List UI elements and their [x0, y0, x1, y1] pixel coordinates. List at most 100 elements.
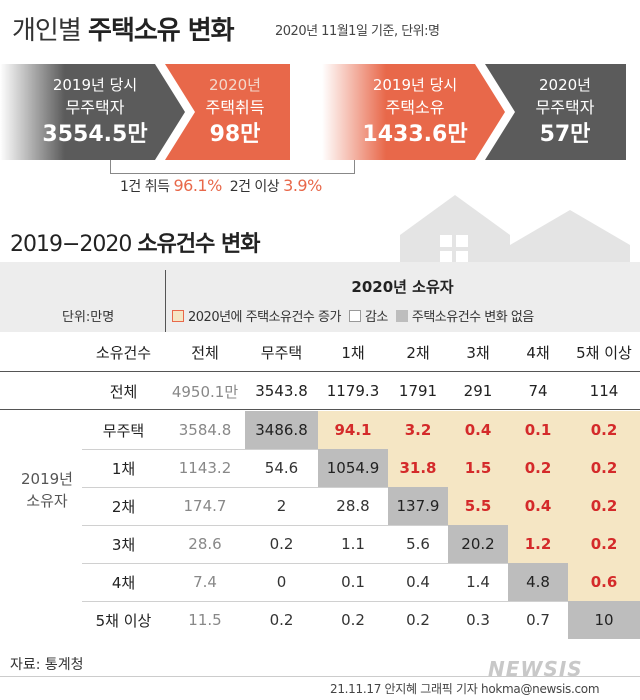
col-header-2: 1채 — [341, 343, 365, 362]
row-label-1: 1채 — [111, 459, 136, 478]
acquisition-ratio: 1건 취득 96.1% 2건 이상 3.9% — [120, 176, 322, 195]
cell-r1-c4: 1.5 — [448, 449, 508, 487]
total-cell-4: 291 — [463, 382, 493, 400]
cell-r0-c1: 3486.8 — [245, 411, 318, 449]
subtitle: 2020년 11월1일 기준, 단위:명 — [275, 24, 440, 39]
legend-same-label: 주택소유건수 변화 없음 — [411, 310, 534, 325]
col-header-5: 4채 — [526, 343, 550, 362]
legend-same-swatch — [395, 309, 408, 322]
cell-r0-c3: 3.2 — [388, 411, 448, 449]
flow-arrow-left-gray — [0, 64, 185, 160]
cell-r4-c2: 0.1 — [341, 573, 365, 591]
owner-2019-label: 2019년 소유자 — [21, 470, 73, 510]
total-cell-5: 74 — [528, 382, 548, 400]
cell-r5-c6: 10 — [568, 601, 640, 639]
column-header-row: 소유건수 전체 무주택 1채 2채 3채 4채 5채 이상 — [0, 332, 640, 372]
cell-r2-c2: 28.8 — [336, 497, 370, 515]
row-label-2: 2채 — [111, 497, 136, 516]
cell-r4-c6: 0.6 — [568, 563, 640, 601]
infographic-title: 개인별 주택소유 변화 — [12, 10, 235, 47]
cell-r4-c5: 4.8 — [508, 563, 568, 601]
total-cell-1: 3543.8 — [255, 382, 308, 400]
cell-r1-c5: 0.2 — [508, 449, 568, 487]
cell-r2-c3: 137.9 — [388, 487, 448, 525]
flow-arrows — [0, 64, 626, 160]
title-plain: 개인별 — [12, 16, 82, 46]
cell-r4-c0: 7.4 — [193, 573, 217, 591]
total-row: 전체 4950.1만 3543.8 1179.3 1791 291 74 114 — [0, 372, 640, 410]
source: 자료: 통계청 — [10, 657, 84, 673]
cell-r3-c1: 0.2 — [269, 535, 294, 553]
cell-r2-c1: 2 — [276, 497, 287, 515]
corner-label: 소유건수 — [95, 343, 152, 362]
cell-r4-c1: 0 — [276, 573, 287, 591]
col-header-6: 5채 이상 — [576, 343, 632, 362]
row-divider — [82, 487, 640, 488]
cell-r0-c5: 0.1 — [508, 411, 568, 449]
col-header-3: 2채 — [406, 343, 430, 362]
cell-r0-c0: 3584.8 — [178, 421, 232, 439]
col-header-4: 3채 — [466, 343, 490, 362]
total-row-label: 전체 — [109, 382, 138, 401]
footer-rule — [0, 676, 640, 677]
legend-decrease-label: 감소 — [364, 310, 388, 325]
flow-box-2020-nonowner: 2020년 무주택자 57만 — [535, 76, 595, 147]
flow-box-2020-acquire: 2020년 주택취득 98만 — [205, 76, 265, 147]
cell-r1-c1: 54.6 — [264, 459, 299, 477]
table-header-band — [0, 262, 640, 332]
section-title: 2019−2020 소유건수 변화 — [10, 232, 261, 257]
header-divider — [165, 270, 166, 332]
cell-r5-c4: 0.3 — [466, 611, 490, 629]
cell-r2-c0: 174.7 — [183, 497, 227, 515]
cell-r3-c6: 0.2 — [568, 525, 640, 563]
cell-r4-c3: 0.4 — [406, 573, 430, 591]
legend-decrease-swatch — [348, 309, 361, 322]
owner-2020-label: 2020년 소유자 — [351, 278, 454, 296]
cell-r1-c3: 31.8 — [388, 449, 448, 487]
credit: 21.11.17 안지혜 그래픽 기자 hokma@newsis.com — [330, 682, 600, 696]
cell-r3-c3: 5.6 — [406, 535, 430, 553]
flow-arrow-right-orange — [322, 64, 505, 160]
cell-r0-c4: 0.4 — [448, 411, 508, 449]
legend-increase-swatch — [172, 309, 184, 322]
newsis-watermark: NEWSIS — [488, 657, 583, 681]
legend: 2020년에 주택소유건수 증가 감소 주택소유건수 변화 없음 — [172, 306, 542, 325]
cell-r2-c4: 5.5 — [448, 487, 508, 525]
legend-increase-label: 2020년에 주택소유건수 증가 — [188, 310, 341, 325]
ratio-bracket — [110, 160, 355, 174]
row-divider — [82, 525, 640, 526]
cell-r5-c2: 0.2 — [341, 611, 365, 629]
row-label-4: 4채 — [111, 573, 136, 592]
cell-r1-c2: 1054.9 — [318, 449, 388, 487]
cell-r0-c2: 94.1 — [318, 411, 388, 449]
cell-r1-c0: 1143.2 — [178, 459, 232, 477]
cell-r5-c1: 0.2 — [269, 611, 294, 629]
row-label-3: 3채 — [111, 535, 136, 554]
cell-r3-c5: 1.2 — [508, 525, 568, 563]
cell-r5-c0: 11.5 — [188, 611, 222, 629]
row-label-5: 5채 이상 — [95, 611, 152, 630]
flow-box-2019-owner: 2019년 당시 주택소유 1433.6만 — [362, 76, 468, 147]
cell-r0-c6: 0.2 — [568, 411, 640, 449]
row-divider — [82, 601, 640, 602]
col-header-1: 무주택 — [260, 343, 303, 362]
cell-r3-c2: 1.1 — [341, 535, 365, 553]
cell-r4-c4: 1.4 — [466, 573, 490, 591]
total-cell-3: 1791 — [398, 382, 438, 400]
total-cell-2: 1179.3 — [326, 382, 380, 400]
cell-r5-c5: 0.7 — [526, 611, 550, 629]
unit-label: 단위:만명 — [62, 310, 115, 325]
flow-arrow-right-gray — [485, 64, 626, 160]
cell-r1-c6: 0.2 — [568, 449, 640, 487]
total-cell-6: 114 — [589, 382, 619, 400]
title-bold: 주택소유 변화 — [88, 16, 235, 46]
row-divider — [82, 563, 640, 564]
row-label-0: 무주택 — [102, 421, 145, 440]
house-illustration — [400, 195, 630, 270]
cell-r3-c0: 28.6 — [188, 535, 222, 553]
cell-r2-c5: 0.4 — [508, 487, 568, 525]
cell-r3-c4: 20.2 — [448, 525, 508, 563]
cell-r5-c3: 0.2 — [406, 611, 430, 629]
col-header-0: 전체 — [191, 343, 219, 362]
flow-box-2019-nonowner: 2019년 당시 무주택자 3554.5만 — [42, 76, 148, 147]
